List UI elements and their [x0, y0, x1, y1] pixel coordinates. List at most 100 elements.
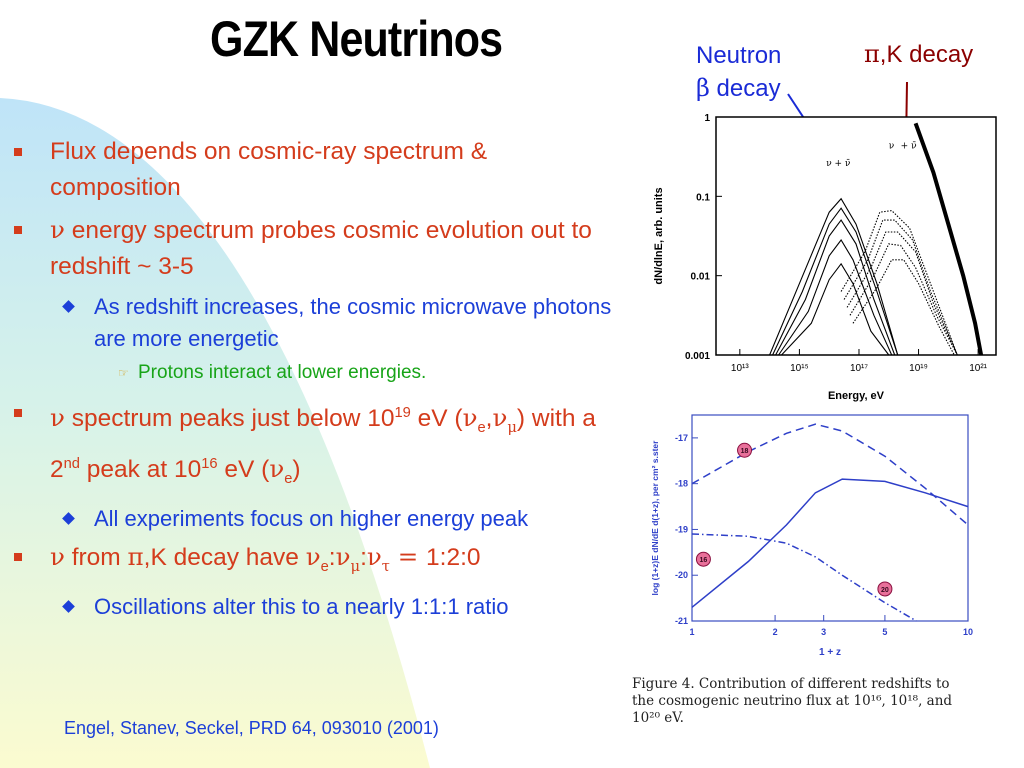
text-c: ) with a 2	[50, 405, 596, 484]
bullet-text: Oscillations alter this to a nearly 1:1:…	[94, 593, 509, 619]
nu-mu-bar-label: + ν̄	[901, 142, 917, 152]
bullet-text: Protons interact at lower energies.	[138, 362, 427, 383]
subscript: e	[477, 420, 486, 437]
text-f: )	[292, 456, 301, 484]
spectrum-line	[778, 239, 893, 356]
square-bullet-icon	[14, 409, 22, 417]
pointing-hand-icon: ☞	[118, 366, 129, 380]
pi-symbol: π	[864, 40, 880, 68]
y-tick-label: -17	[675, 433, 688, 443]
energy-marker-label: 18	[741, 448, 749, 455]
neutrino-spectrum-chart: 10¹³ 10¹⁵ 10¹⁷ 10¹⁹ 10²¹ 1 0.1 0.01 0.001 Energy,…	[653, 113, 997, 402]
caption-line: Figure 4. Contribution of different reds…	[632, 676, 950, 692]
caption-line: the cosmogenic neutrino flux at 10¹⁶, 10…	[632, 693, 953, 709]
spectrum-line	[769, 197, 899, 356]
text-b: eV (	[410, 405, 463, 433]
diamond-bullet-icon	[62, 600, 75, 613]
bullet-text: As redshift increases, the cosmic microw…	[94, 294, 612, 351]
subscript: μ	[507, 419, 517, 437]
nu-symbol: ν	[492, 403, 508, 433]
comma: ,	[485, 405, 493, 433]
y-tick-label: -20	[675, 570, 688, 580]
pi-symbol: π	[127, 542, 144, 572]
text-e: eV (	[217, 456, 270, 484]
spectrum-line	[846, 231, 958, 356]
square-bullet-icon	[14, 148, 22, 156]
x-tick-label: 3	[821, 627, 826, 637]
y-tick-label: -18	[675, 479, 688, 489]
bullet-energy-spectrum: ν energy spectrum probes cosmic evolutio…	[12, 212, 612, 285]
spectrum-line	[913, 122, 984, 356]
colon: :	[328, 544, 336, 572]
spectrum-line	[772, 207, 899, 356]
x-tick-label: 10²¹	[969, 363, 987, 374]
equals: =	[389, 542, 427, 572]
y-tick-label: 0.001	[685, 351, 710, 362]
sub-bullet-redshift: As redshift increases, the cosmic microw…	[12, 291, 612, 355]
square-bullet-icon	[14, 226, 22, 234]
caption-line: 10²⁰ eV.	[632, 710, 684, 726]
spectrum-line	[852, 259, 955, 356]
x-tick-label: 2	[773, 627, 778, 637]
reference-citation: Engel, Stanev, Seckel, PRD 64, 093010 (2…	[64, 718, 439, 738]
bullet-flux: Flux depends on cosmic-ray spectrum & co…	[12, 134, 612, 206]
x-tick-label: 1	[689, 627, 694, 637]
nu-symbol: ν	[50, 403, 65, 433]
x-tick-label: 10¹³	[731, 363, 749, 374]
subscript: μ	[350, 557, 361, 575]
plot-frame	[691, 414, 969, 622]
y-tick-label: -19	[675, 524, 688, 534]
bullet-flavor-ratio: ν from π,K decay have νe:νμ:ντ = 1:2:0	[12, 539, 612, 585]
spectrum-line	[840, 210, 958, 356]
diamond-bullet-icon	[62, 512, 75, 525]
exponent: 16	[201, 456, 218, 473]
text-a: from	[64, 544, 128, 572]
x-tick-label: 10¹⁵	[790, 363, 809, 374]
pi-k-decay-callout: π,K decay	[864, 40, 973, 69]
y-tick-label: 1	[704, 113, 710, 124]
x-axis-label: Energy, eV	[828, 390, 885, 402]
subscript: e	[284, 471, 293, 488]
decay-label: decay	[709, 75, 781, 102]
plot-frame	[715, 116, 997, 356]
nu-symbol: ν	[462, 403, 478, 433]
redshift-line	[691, 423, 969, 526]
sub-bullet-oscillations: Oscillations alter this to a nearly 1:1:…	[12, 591, 612, 623]
neutron-label: Neutron	[696, 42, 782, 69]
ordinal: nd	[63, 456, 80, 473]
figure-caption: Figure 4. Contribution of different reds…	[632, 676, 992, 727]
exponent: 19	[394, 405, 411, 421]
bullet-text: All experiments focus on higher energy p…	[94, 506, 529, 532]
bullet-text: energy spectrum probes cosmic evolution …	[50, 217, 592, 280]
nu-mu-label: ν	[889, 142, 894, 152]
spectrum-line	[775, 219, 896, 356]
text-b: ,K decay have	[143, 544, 306, 572]
x-tick-label: 10	[963, 627, 973, 637]
bullet-text: Flux depends on cosmic-ray spectrum & co…	[50, 138, 488, 201]
subscript: τ	[381, 557, 390, 575]
bullet-spectrum-peaks: ν spectrum peaks just below 1019 eV (νe,…	[12, 395, 612, 497]
nu-symbol: ν	[366, 542, 382, 572]
energy-marker-label: 20	[881, 587, 889, 594]
colon: :	[360, 544, 367, 572]
text-a: spectrum peaks just below 10	[64, 405, 395, 433]
neutron-decay-callout: Neutron β decay	[696, 40, 781, 105]
redshift-contribution-chart: 16 18 20 1 2 3 5 10 -17 -18 -19 -20 -21 1 + z log (1+z…	[650, 414, 973, 658]
spectrum-line	[781, 262, 890, 356]
x-axis-label: 1 + z	[819, 647, 841, 658]
energy-marker	[695, 551, 711, 567]
energy-marker	[737, 442, 753, 458]
y-axis-label: dN/dlnE, arb. units	[653, 187, 665, 284]
ratio: 1:2:0	[426, 544, 481, 572]
square-bullet-icon	[14, 553, 22, 562]
spectrum-line	[843, 219, 958, 356]
text-d: peak at 10	[79, 456, 202, 484]
nu-symbol: ν	[269, 454, 285, 484]
nu-symbol: ν	[50, 215, 65, 244]
x-tick-label: 10¹⁷	[850, 363, 868, 374]
y-tick-label: -21	[675, 616, 688, 626]
pik-label: ,K decay	[879, 41, 974, 68]
nu-symbol: ν	[305, 542, 321, 572]
y-tick-label: 0.01	[691, 272, 711, 283]
